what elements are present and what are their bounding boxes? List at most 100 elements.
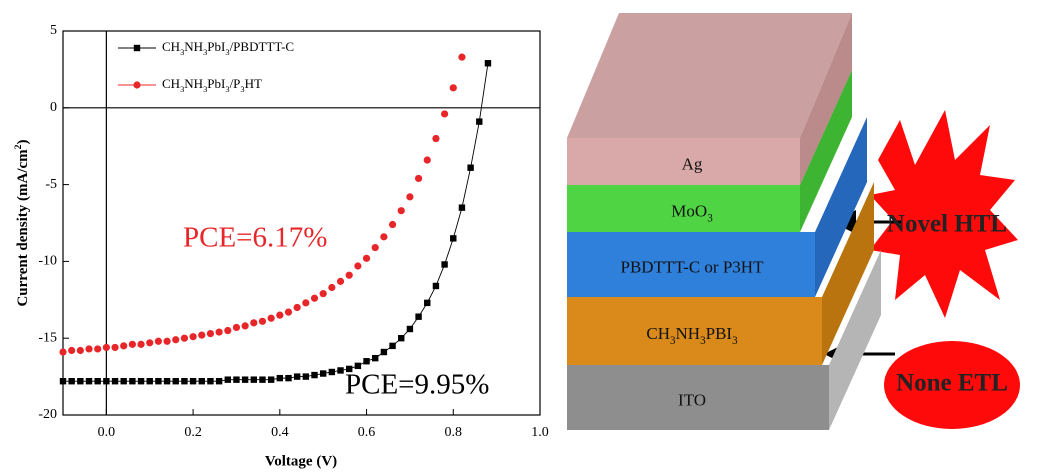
data-point bbox=[294, 373, 300, 379]
data-point bbox=[259, 376, 265, 382]
data-point bbox=[94, 345, 101, 352]
callout-label: None ETL bbox=[896, 370, 1008, 397]
data-point bbox=[242, 322, 249, 329]
data-point bbox=[424, 156, 431, 163]
data-point bbox=[94, 378, 100, 384]
legend-marker bbox=[133, 81, 140, 88]
data-point bbox=[59, 348, 66, 355]
y-tick-label: 0 bbox=[50, 100, 57, 115]
data-point bbox=[190, 378, 196, 384]
data-point bbox=[354, 262, 361, 269]
data-point bbox=[458, 54, 465, 61]
data-point bbox=[380, 233, 387, 240]
data-point bbox=[294, 304, 301, 311]
data-point bbox=[329, 369, 335, 375]
data-point bbox=[121, 378, 127, 384]
data-point bbox=[181, 335, 188, 342]
data-point bbox=[129, 341, 136, 348]
x-tick-label: 0.6 bbox=[358, 425, 376, 440]
data-point bbox=[268, 315, 275, 322]
data-point bbox=[86, 378, 92, 384]
x-tick-label: 0.0 bbox=[98, 425, 116, 440]
data-point bbox=[277, 375, 283, 381]
data-point bbox=[372, 244, 379, 251]
y-tick-label: -5 bbox=[45, 177, 57, 192]
data-point bbox=[268, 376, 274, 382]
data-point bbox=[163, 338, 170, 345]
data-point bbox=[233, 376, 239, 382]
data-point bbox=[476, 118, 482, 124]
annotation: PCE=6.17% bbox=[183, 222, 327, 254]
data-point bbox=[233, 324, 240, 331]
data-point bbox=[120, 342, 127, 349]
layer-label: ITO bbox=[678, 390, 706, 409]
data-point bbox=[398, 207, 405, 214]
data-point bbox=[328, 284, 335, 291]
x-tick-label: 1.0 bbox=[531, 425, 549, 440]
data-point bbox=[242, 376, 248, 382]
data-point bbox=[276, 312, 283, 319]
data-point bbox=[415, 313, 421, 319]
data-point bbox=[147, 378, 153, 384]
data-point bbox=[68, 378, 74, 384]
data-point bbox=[103, 344, 110, 351]
x-tick-label: 0.8 bbox=[445, 425, 463, 440]
data-point bbox=[398, 335, 404, 341]
legend-label: CH3NH3PbI3/PBDTTT-C bbox=[162, 39, 294, 57]
data-point bbox=[172, 336, 179, 343]
data-point bbox=[311, 372, 317, 378]
data-point bbox=[155, 378, 161, 384]
y-axis-label: Current density (mA/cm2) bbox=[13, 139, 32, 306]
y-tick-label: -15 bbox=[38, 330, 57, 345]
layer-label: PBDTTT-C or P3HT bbox=[621, 257, 765, 276]
data-point bbox=[225, 376, 231, 382]
data-point bbox=[320, 370, 326, 376]
data-point bbox=[467, 165, 473, 171]
data-point bbox=[441, 261, 447, 267]
data-point bbox=[346, 272, 353, 279]
annotation: PCE=9.95% bbox=[345, 369, 489, 401]
layer-label: Ag bbox=[682, 154, 703, 173]
data-point bbox=[189, 333, 196, 340]
data-point bbox=[146, 339, 153, 346]
data-point bbox=[129, 378, 135, 384]
data-point bbox=[433, 283, 439, 289]
legend-label: CH3NH3PbI3/P3HT bbox=[162, 76, 262, 94]
y-tick-label: -10 bbox=[38, 254, 57, 269]
data-point bbox=[103, 378, 109, 384]
data-point bbox=[216, 328, 223, 335]
data-point bbox=[216, 378, 222, 384]
data-point bbox=[485, 60, 491, 66]
x-axis-label: Voltage (V) bbox=[265, 453, 337, 469]
data-point bbox=[198, 332, 205, 339]
data-point bbox=[112, 378, 118, 384]
data-point bbox=[181, 378, 187, 384]
data-point bbox=[337, 278, 344, 285]
data-point bbox=[302, 299, 309, 306]
data-point bbox=[68, 347, 75, 354]
data-point bbox=[250, 319, 257, 326]
layer-stack: ITOCH3NH3PBI3PBDTTT-C or P3HTMoO3Ag bbox=[567, 13, 881, 430]
data-point bbox=[164, 378, 170, 384]
data-point bbox=[251, 376, 257, 382]
data-point bbox=[199, 378, 205, 384]
data-point bbox=[259, 318, 266, 325]
data-point bbox=[450, 235, 456, 241]
data-point bbox=[311, 295, 318, 302]
data-point bbox=[372, 355, 378, 361]
data-point bbox=[424, 300, 430, 306]
legend-marker bbox=[134, 45, 140, 51]
x-tick-label: 0.2 bbox=[184, 425, 202, 440]
data-point bbox=[363, 255, 370, 262]
figure: Voltage (V) Current density (mA/cm2) ITO… bbox=[0, 0, 1039, 473]
data-point bbox=[450, 84, 457, 91]
data-point bbox=[381, 349, 387, 355]
data-point bbox=[363, 358, 369, 364]
y-tick-label: -20 bbox=[38, 407, 57, 422]
data-point bbox=[111, 344, 118, 351]
data-point bbox=[224, 327, 231, 334]
data-point bbox=[407, 326, 413, 332]
data-point bbox=[137, 341, 144, 348]
data-point bbox=[85, 345, 92, 352]
data-point bbox=[406, 193, 413, 200]
